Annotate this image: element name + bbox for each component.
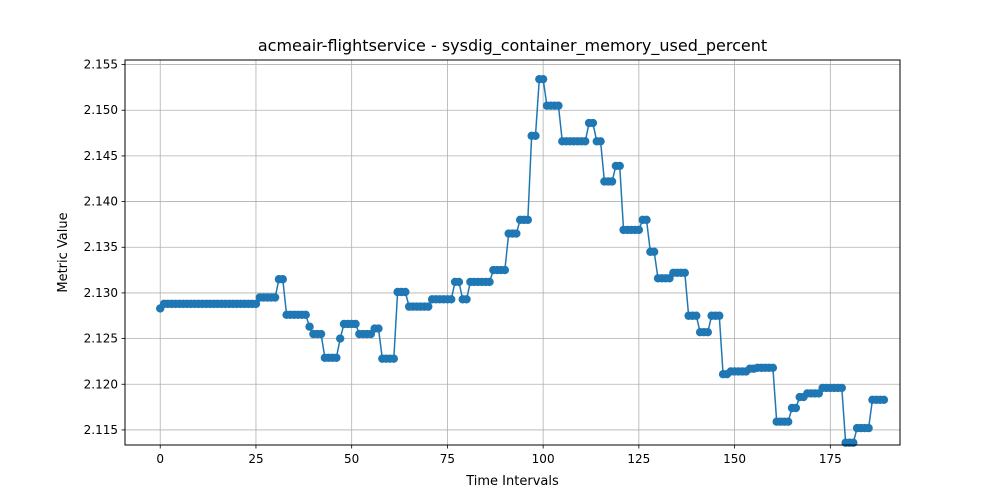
data-point (864, 423, 873, 433)
data-point (401, 287, 410, 297)
data-point (634, 225, 644, 235)
grid-layer (125, 60, 900, 445)
x-axis-label: Time Intervals (465, 474, 559, 489)
data-point (301, 310, 310, 320)
data-point (615, 161, 624, 171)
data-point (531, 131, 540, 141)
y-tick-label: 2.130 (84, 286, 118, 300)
data-point (783, 417, 793, 426)
data-point (454, 277, 464, 287)
data-point (278, 275, 287, 284)
data-point (485, 277, 494, 287)
y-tick-label: 2.155 (84, 58, 118, 72)
y-tick-label: 2.120 (84, 377, 118, 391)
data-point (500, 265, 510, 275)
data-point (335, 334, 345, 343)
x-tick-label: 0 (156, 452, 164, 466)
x-tick-label: 25 (248, 452, 263, 466)
data-point (768, 363, 778, 373)
chart-title: acmeair-flightservice - sysdig_container… (258, 36, 767, 56)
y-tick-label: 2.140 (84, 195, 118, 209)
x-tick-label: 175 (819, 452, 842, 466)
data-point (642, 215, 651, 225)
data-point (512, 229, 521, 238)
x-tick-label: 125 (627, 452, 650, 466)
y-tick-label: 2.135 (84, 240, 118, 254)
data-point (389, 354, 398, 363)
y-tick-label: 2.115 (84, 423, 118, 437)
data-point (351, 319, 360, 329)
data-point (692, 311, 701, 320)
ticks-layer: 0 25 50 75 100 125 150 175 2.115 2.120 2.125 2.130 2… (84, 58, 842, 466)
data-point (703, 327, 712, 337)
data-point (879, 395, 889, 404)
x-tick-label: 150 (723, 452, 746, 466)
data-point (332, 353, 341, 362)
data-point (649, 247, 659, 257)
data-point (554, 101, 563, 110)
x-tick-label: 50 (344, 452, 359, 466)
y-axis-label: Metric Value (56, 212, 71, 292)
data-point (374, 324, 383, 333)
series-layer (156, 74, 889, 447)
y-tick-label: 2.125 (84, 332, 118, 346)
data-point (447, 295, 456, 304)
data-point (607, 177, 617, 186)
data-point (251, 299, 261, 309)
data-point (837, 383, 846, 393)
x-tick-label: 100 (532, 452, 555, 466)
data-point (680, 268, 690, 278)
data-point (270, 293, 280, 302)
plot-area-frame (124, 59, 901, 446)
data-point (791, 403, 801, 413)
data-point (523, 215, 533, 225)
data-point (588, 118, 598, 128)
data-point (462, 295, 471, 304)
data-point (538, 74, 548, 84)
y-tick-label: 2.150 (84, 103, 118, 117)
data-point (596, 137, 605, 146)
data-point (715, 311, 724, 320)
data-point (424, 302, 433, 311)
data-point (581, 137, 590, 146)
data-point (316, 329, 326, 339)
y-tick-label: 2.145 (84, 149, 118, 163)
x-tick-label: 75 (440, 452, 455, 466)
data-point (849, 438, 858, 447)
data-point (305, 322, 314, 331)
